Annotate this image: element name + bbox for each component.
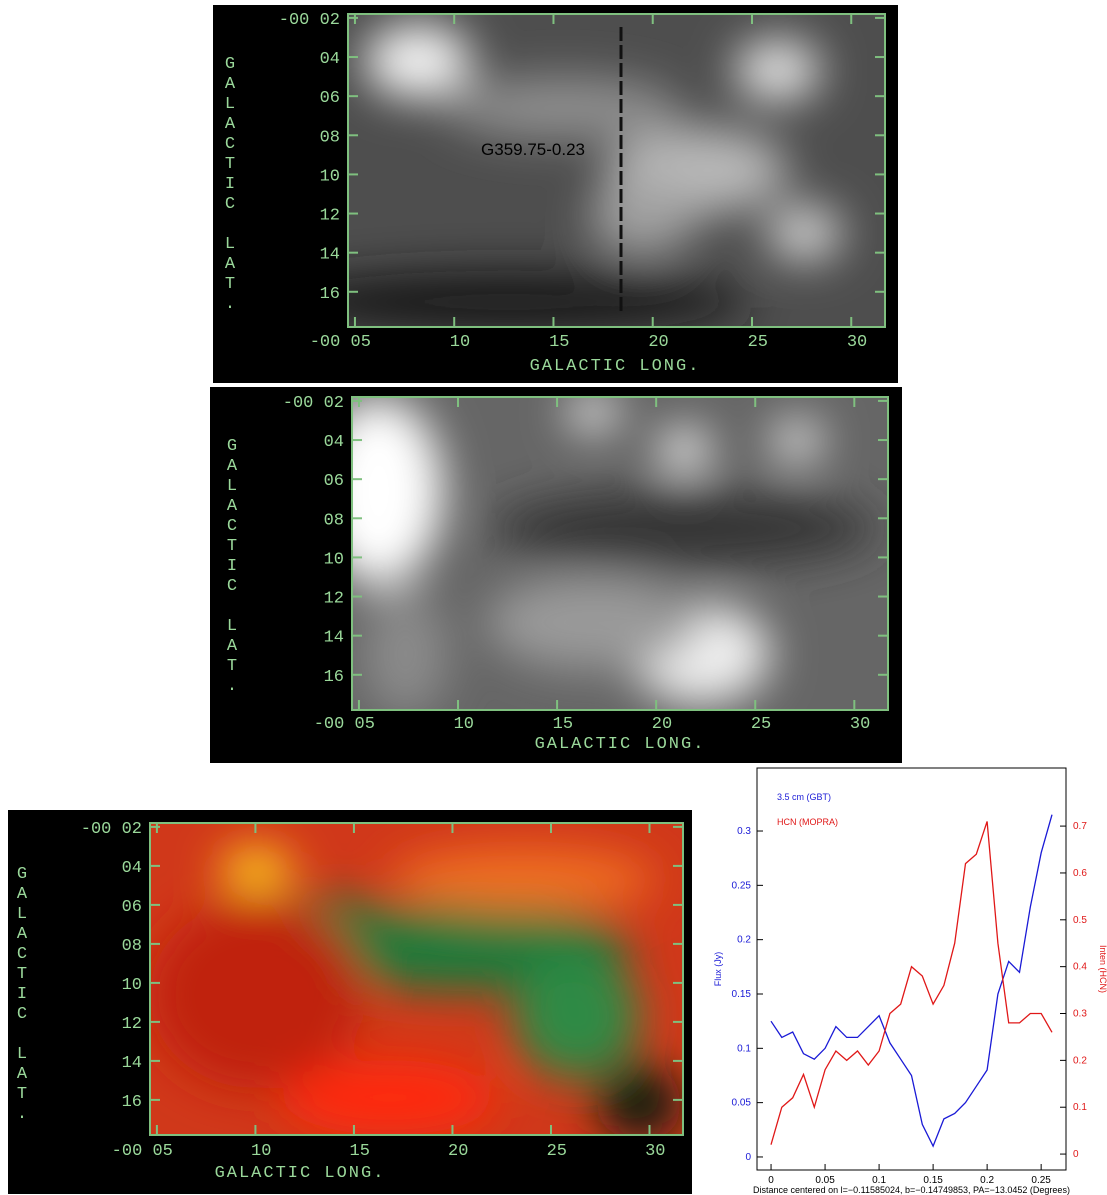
y2-tick-label: 0.3: [1073, 1009, 1087, 1020]
map-blob: [566, 394, 620, 432]
x-tick-label: 15: [553, 715, 573, 734]
y2-tick-label: 0.5: [1073, 915, 1087, 926]
image-panel: -00 05 10 15 20 25 30 -00 02 04 06 08 10 12 14 16 GALA…: [8, 810, 692, 1194]
x-tick-label: 30: [850, 715, 870, 734]
y-tick-label: 04: [324, 433, 344, 452]
y-tick-label: 14: [320, 246, 340, 265]
y2-tick-label: 0.4: [1073, 962, 1087, 973]
y-tick-label: 14: [324, 629, 344, 648]
y-tick-label: 0.05: [732, 1098, 752, 1109]
y-tick-label: 16: [324, 668, 344, 687]
y-tick-label: 10: [324, 550, 344, 569]
x-tick-label: 25: [547, 1142, 567, 1161]
x-tick-label: 30: [847, 333, 867, 352]
x-axis-label: GALACTIC LONG.: [535, 735, 706, 754]
y-axis-label: Flux (Jy): [713, 952, 723, 987]
map-blob: [735, 39, 821, 102]
legend-label: 3.5 cm (GBT): [777, 792, 831, 802]
y-tick-label: 16: [122, 1093, 142, 1112]
y-tick-label: 10: [320, 167, 340, 186]
y-tick-label: 12: [324, 590, 344, 609]
map-blob: [590, 180, 697, 255]
map-image: [150, 823, 683, 1141]
y-tick-label: 14: [122, 1054, 142, 1073]
map-blob: [486, 575, 700, 669]
x-tick-label: -00 05: [112, 1142, 173, 1161]
x-tick-label: 15: [549, 333, 569, 352]
y-tick-label: 0: [745, 1152, 751, 1163]
x-axis-label: Distance centered on l=−0.11585024, b=−0…: [753, 1185, 1070, 1195]
x-tick-label: 25: [751, 715, 771, 734]
y-tick-label: 04: [122, 859, 142, 878]
x-tick-label: 25: [748, 333, 768, 352]
y-axis-label: GALACTIC LAT.: [13, 865, 32, 1125]
y-tick-label: 0.3: [737, 826, 751, 837]
y-tick-label: 06: [122, 898, 142, 917]
y-tick-label: 0.15: [732, 989, 752, 1000]
x-tick-label: 20: [652, 715, 672, 734]
x-tick-label: 15: [350, 1142, 370, 1161]
map-blob: [658, 428, 712, 472]
x-tick-label: -00 05: [314, 715, 375, 734]
x-tick-label: 10: [454, 715, 474, 734]
y-axis-label: GALACTIC LAT.: [221, 55, 240, 315]
map-blob: [363, 591, 449, 716]
y-tick-label: 08: [122, 937, 142, 956]
y-tick-label: 10: [122, 976, 142, 995]
y2-axis-label: Inten (HCN): [1098, 945, 1107, 993]
map-blob: [219, 848, 294, 892]
annotation: G359.75-0.23: [481, 140, 585, 159]
x-tick-label: 10: [251, 1142, 271, 1161]
y-tick-label: 06: [324, 472, 344, 491]
y-tick-label: 16: [320, 285, 340, 304]
y-tick-label: 0.25: [732, 880, 752, 891]
map-blob: [390, 848, 657, 910]
image-panel: -00 05 10 15 20 25 30 -00 02 04 06 08 10 12 14 16 GALA…: [210, 387, 902, 763]
x-tick-label: 30: [645, 1142, 665, 1161]
x-axis-label: GALACTIC LONG.: [215, 1164, 386, 1183]
x-tick-label: -00 05: [310, 333, 371, 352]
y2-tick-label: 0.1: [1073, 1102, 1087, 1113]
y2-tick-label: 0.7: [1073, 821, 1087, 832]
y-tick-label: 08: [324, 511, 344, 530]
y-tick-label: 04: [320, 50, 340, 69]
x-tick-label: 20: [448, 1142, 468, 1161]
map-blob: [770, 419, 824, 463]
map-blob: [598, 1066, 683, 1141]
y-tick-label: 06: [320, 89, 340, 108]
map-blob: [512, 954, 640, 1079]
map-image: [267, 14, 885, 333]
map-blob: [150, 901, 363, 1088]
y2-tick-label: 0.2: [1073, 1055, 1087, 1066]
series-line: [771, 821, 1052, 1144]
map-blob: [283, 1060, 496, 1135]
figure: -00 05 10 15 20 25 30 -00 02 04 06 08 10 12 14 16 GALA…: [0, 0, 1107, 1195]
y-axis-label: GALACTIC LAT.: [223, 437, 242, 697]
y-tick-label: -00 02: [283, 394, 344, 413]
y-tick-label: 08: [320, 128, 340, 147]
y-tick-label: -00 02: [81, 820, 142, 839]
y-tick-label: -00 02: [279, 11, 340, 30]
series-line: [771, 815, 1052, 1146]
legend-label: HCN (MOPRA): [777, 817, 838, 827]
y-tick-label: 0.1: [737, 1043, 751, 1054]
y-tick-label: 0.2: [737, 935, 751, 946]
map-blob: [491, 491, 877, 566]
map-blob: [767, 205, 842, 261]
map-blob: [364, 23, 471, 98]
y2-tick-label: 0.6: [1073, 868, 1087, 879]
y-tick-label: 12: [320, 207, 340, 226]
x-axis-label: GALACTIC LONG.: [530, 357, 701, 376]
y2-tick-label: 0: [1073, 1149, 1079, 1160]
map-image: [314, 394, 888, 716]
page: {"chart_data": [ {"type": "image", "anno…: [0, 0, 1107, 1195]
y-tick-label: 12: [122, 1015, 142, 1034]
image-panel: -00 05 10 15 20 25 30 -00 02 04 06 08 10 12 14 16 GALA…: [213, 5, 898, 383]
map-blob: [445, 77, 681, 140]
x-tick-label: 10: [450, 333, 470, 352]
x-tick-label: 20: [648, 333, 668, 352]
